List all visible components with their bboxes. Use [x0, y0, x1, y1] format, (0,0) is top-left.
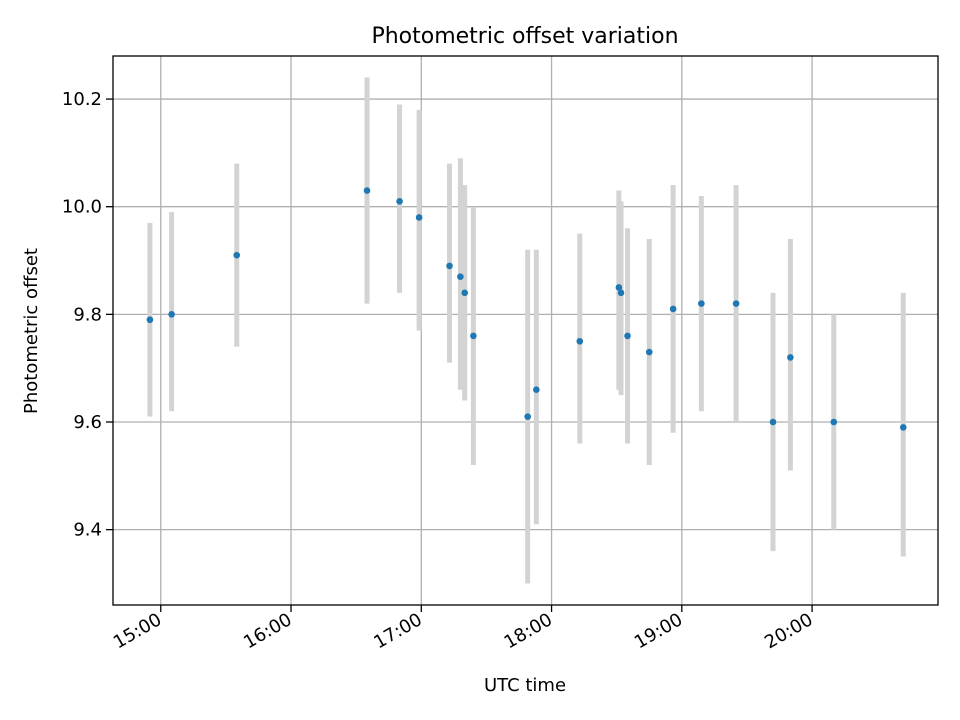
- data-point: [617, 289, 625, 297]
- y-axis-label: Photometric offset: [21, 248, 42, 414]
- data-point: [732, 300, 740, 307]
- data-point: [457, 273, 464, 280]
- data-point: [615, 284, 623, 291]
- x-tick-label: 18:00: [501, 609, 556, 653]
- data-point: [899, 424, 907, 431]
- data-point: [146, 316, 154, 324]
- data-point: [533, 386, 540, 394]
- chart-title: Photometric offset variation: [371, 24, 678, 49]
- y-tick-label: 9.6: [73, 412, 102, 433]
- x-tick-label: 17:00: [370, 609, 425, 653]
- data-point: [446, 262, 453, 270]
- y-tick-label: 10.0: [62, 197, 102, 218]
- x-axis: 15:00 16:00 17:00 18:00 19:00 20:00: [110, 605, 817, 653]
- data-point: [470, 332, 477, 340]
- data-point: [624, 332, 631, 340]
- x-tick-label: 20:00: [761, 609, 816, 653]
- plot-frame: [112, 55, 939, 606]
- x-tick-label: 15:00: [110, 609, 165, 653]
- data-point: [576, 337, 584, 345]
- data-point: [461, 289, 469, 297]
- x-tick-label: 19:00: [631, 609, 686, 653]
- data-point: [168, 311, 175, 318]
- y-axis: 9.4 9.6 9.8 10.0 10.2: [62, 89, 113, 541]
- data-point: [787, 354, 794, 361]
- x-tick-label: 16:00: [240, 609, 295, 653]
- data-point: [524, 413, 531, 420]
- data-point: [830, 418, 838, 426]
- y-tick-label: 10.2: [62, 89, 102, 110]
- data-point: [669, 305, 677, 313]
- y-tick-label: 9.8: [73, 304, 102, 325]
- data-point: [363, 187, 371, 194]
- data-point: [415, 214, 423, 221]
- error-bars: [147, 77, 906, 584]
- data-points: [146, 187, 907, 431]
- data-point: [233, 251, 241, 259]
- data-point: [396, 198, 403, 205]
- data-point: [698, 300, 705, 307]
- x-axis-label: UTC time: [484, 675, 566, 696]
- y-tick-label: 9.4: [73, 520, 102, 541]
- data-point: [645, 348, 653, 356]
- data-point: [769, 418, 777, 426]
